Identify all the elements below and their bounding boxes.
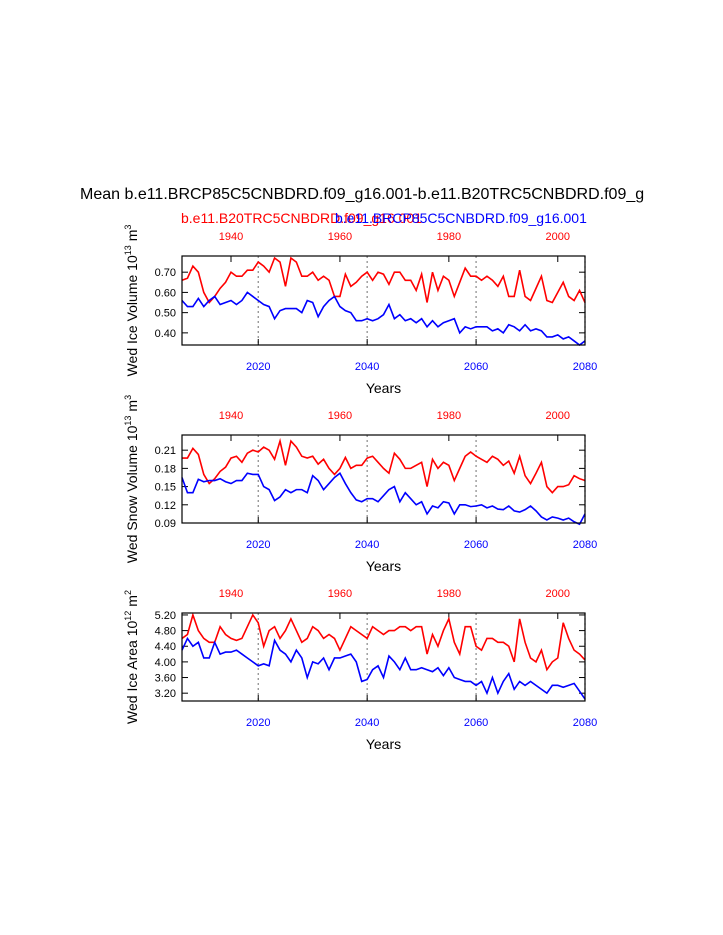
y-axis-label-part: 2 (123, 590, 133, 595)
y-tick-label: 5.20 (155, 610, 176, 622)
x-tick-label: 2060 (464, 539, 488, 551)
x-axis-label: Years (366, 380, 401, 396)
x2-tick-label: 1960 (328, 588, 352, 600)
plot-frame (181, 612, 586, 702)
y-axis-label-part: 13 (123, 416, 133, 426)
y-tick-label: 0.40 (155, 328, 176, 340)
series-line (182, 437, 586, 494)
y-axis-label-part: 3 (123, 395, 133, 400)
series-line (181, 612, 586, 672)
y-tick-label: 4.80 (155, 626, 176, 638)
x-tick-label: 2080 (573, 717, 597, 729)
x-tick-label: 2080 (573, 539, 597, 551)
x2-tick-label: 1940 (219, 588, 243, 600)
x2-tick-label: 1960 (328, 410, 352, 422)
x2-tick-label: 2000 (546, 231, 570, 243)
x-tick-label: 2020 (246, 539, 270, 551)
y-tick-label: 0.09 (155, 518, 176, 530)
x-axis-label: Years (366, 736, 401, 752)
x2-tick-label: 1960 (328, 231, 352, 243)
x2-tick-label: 1940 (219, 410, 243, 422)
legend-entry: b.e11.B20TRC5CNBDRD.f09_g16.001 (181, 210, 422, 226)
y-tick-label: 0.21 (155, 445, 176, 457)
x-tick-label: 2020 (246, 717, 270, 729)
y-axis-label-part: 12 (123, 611, 133, 621)
x-tick-label: 2060 (464, 361, 488, 373)
series-line (181, 636, 586, 700)
y-axis-label-part: m (124, 230, 140, 242)
y-axis-label: Wed Ice Area 1012 m2 (123, 590, 140, 724)
y-axis-label: Wed Snow Volume 1013 m3 (123, 395, 140, 563)
y-axis-label-part: Wed Ice Area 10 (124, 621, 140, 724)
y-axis-label-part: 3 (123, 225, 133, 230)
y-axis-label-part: m (124, 595, 140, 607)
chart-title: Mean b.e11.BRCP85C5CNBDRD.f09_g16.001-b.… (80, 186, 662, 203)
x2-tick-label: 1940 (219, 231, 243, 243)
legend-entry: b.e11.BRCP85C5CNBDRD.f09_g16.001 (335, 210, 587, 226)
x-tick-label: 2040 (355, 361, 379, 373)
plot-frame (181, 255, 586, 346)
y-axis-label-part: 13 (123, 245, 133, 255)
x-tick-label: 2040 (355, 539, 379, 551)
y-tick-label: 4.40 (155, 641, 176, 653)
y-tick-label: 3.20 (155, 688, 176, 700)
y-tick-label: 4.00 (155, 657, 176, 669)
y-axis-label-part: Wed Ice Volume 10 (124, 255, 140, 376)
y-tick-label: 0.18 (155, 463, 176, 475)
x-tick-label: 2040 (355, 717, 379, 729)
y-tick-label: 0.70 (155, 267, 176, 279)
x2-tick-label: 2000 (546, 410, 570, 422)
y-tick-label: 3.60 (155, 673, 176, 685)
y-axis-label-part: m (124, 400, 140, 412)
x2-tick-label: 1980 (437, 231, 461, 243)
y-axis-label: Wed Ice Volume 1013 m3 (123, 225, 140, 377)
y-axis-label-part: Wed Snow Volume 10 (124, 425, 140, 563)
y-tick-label: 0.12 (155, 500, 176, 512)
y-tick-label: 0.15 (155, 482, 176, 494)
series-line (181, 291, 586, 346)
x-axis-label: Years (366, 558, 401, 574)
y-tick-label: 0.60 (155, 287, 176, 299)
x-tick-label: 2020 (246, 361, 270, 373)
plot-frame (181, 434, 586, 524)
x2-tick-label: 2000 (546, 588, 570, 600)
y-tick-label: 0.50 (155, 308, 176, 320)
series-line (181, 256, 586, 304)
x-tick-label: 2060 (464, 717, 488, 729)
x2-tick-label: 1980 (437, 410, 461, 422)
series-line (181, 472, 586, 526)
x-tick-label: 2080 (573, 361, 597, 373)
x2-tick-label: 1980 (437, 588, 461, 600)
